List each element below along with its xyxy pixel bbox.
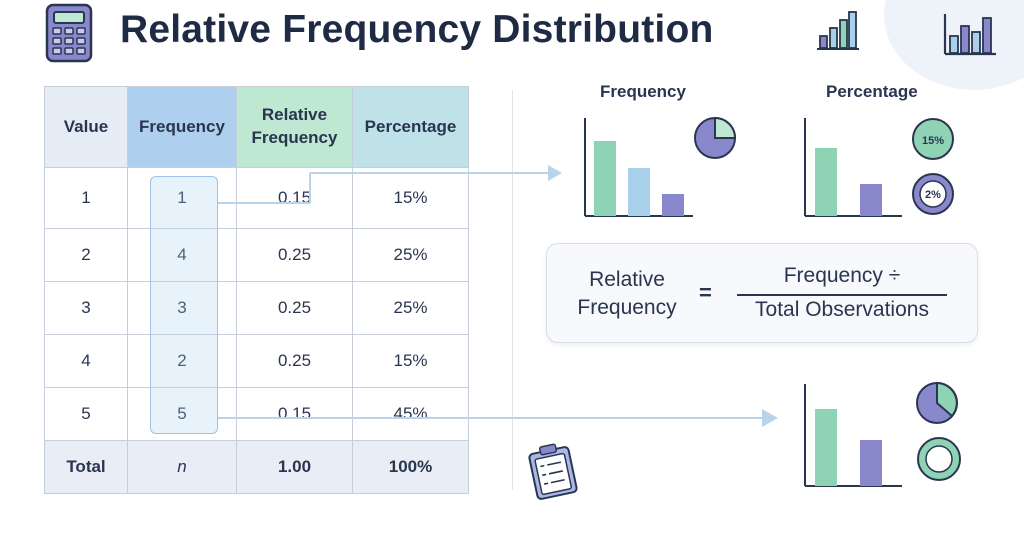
- bar: [815, 148, 837, 216]
- vertical-divider: [512, 90, 513, 490]
- formula-lhs: Relative Frequency: [565, 266, 689, 322]
- formula-fraction-bar: [737, 294, 947, 296]
- badge-bottom-label: 2%: [925, 189, 941, 201]
- formula-numerator: Frequency ÷: [783, 264, 901, 287]
- total-label: Total: [44, 440, 128, 494]
- header-percentage: Percentage: [352, 86, 469, 168]
- cell-value: 4: [44, 334, 128, 388]
- cell-relative-frequency: 0.25: [236, 334, 353, 388]
- cell-frequency: 5: [127, 387, 237, 441]
- percentage-badge-top: 15%: [912, 118, 954, 160]
- bar: [594, 141, 616, 216]
- cell-percentage: 15%: [352, 167, 469, 229]
- table-row: 4 2 0.25 15%: [44, 334, 469, 388]
- total-percentage: 100%: [352, 440, 469, 494]
- frequency-mini-chart: [584, 118, 693, 217]
- cell-relative-frequency: 0.15: [236, 387, 353, 441]
- frequency-table: Value Frequency Relative Frequency Perce…: [44, 86, 469, 494]
- bottom-mini-chart: [804, 384, 902, 487]
- pie-chart-icon: [694, 116, 737, 159]
- arrow-top: [218, 165, 562, 204]
- percentage-mini-chart: [804, 118, 902, 217]
- table-row: 3 3 0.25 25%: [44, 281, 469, 335]
- donut-chart-icon: [917, 437, 961, 481]
- formula-denominator: Total Observations: [755, 298, 929, 321]
- table-row: 2 4 0.25 25%: [44, 228, 469, 282]
- bar: [628, 168, 650, 216]
- calculator-icon: [45, 3, 93, 63]
- table-header-row: Value Frequency Relative Frequency Perce…: [44, 86, 469, 168]
- formula-equals: =: [699, 280, 712, 305]
- formula-lhs-line2: Frequency: [577, 296, 677, 319]
- badge-top-label: 15%: [922, 135, 944, 147]
- percentage-chart-title: Percentage: [826, 82, 918, 101]
- cell-value: 1: [44, 167, 128, 229]
- bar: [860, 184, 882, 216]
- total-frequency: n: [127, 440, 237, 494]
- cell-percentage: 15%: [352, 334, 469, 388]
- bar: [815, 409, 837, 486]
- cell-relative-frequency: 0.25: [236, 228, 353, 282]
- clipboard-icon: [528, 443, 578, 500]
- arrow-bottom: [218, 409, 778, 427]
- cell-value: 3: [44, 281, 128, 335]
- bar: [662, 194, 684, 216]
- header-value: Value: [44, 86, 128, 168]
- frequency-chart-title: Frequency: [600, 82, 686, 101]
- formula-lhs-line1: Relative: [589, 268, 665, 291]
- bar: [860, 440, 882, 486]
- cell-value: 5: [44, 387, 128, 441]
- table-total-row: Total n 1.00 100%: [44, 440, 469, 494]
- cell-percentage: 25%: [352, 281, 469, 335]
- bar-chart-icon: [943, 14, 996, 56]
- header-frequency: Frequency: [127, 86, 237, 168]
- bar-chart-icon: [817, 11, 859, 50]
- formula-box: Relative Frequency = Frequency ÷ Total O…: [546, 243, 978, 343]
- cell-percentage: 25%: [352, 228, 469, 282]
- table-row: 5 5 0.15 45%: [44, 387, 469, 441]
- donut-chart-icon: 2%: [912, 173, 954, 215]
- page-title: Relative Frequency Distribution: [120, 8, 714, 51]
- total-relative-frequency: 1.00: [236, 440, 353, 494]
- pie-chart-icon: [916, 381, 958, 424]
- header-relative-frequency: Relative Frequency: [236, 86, 353, 168]
